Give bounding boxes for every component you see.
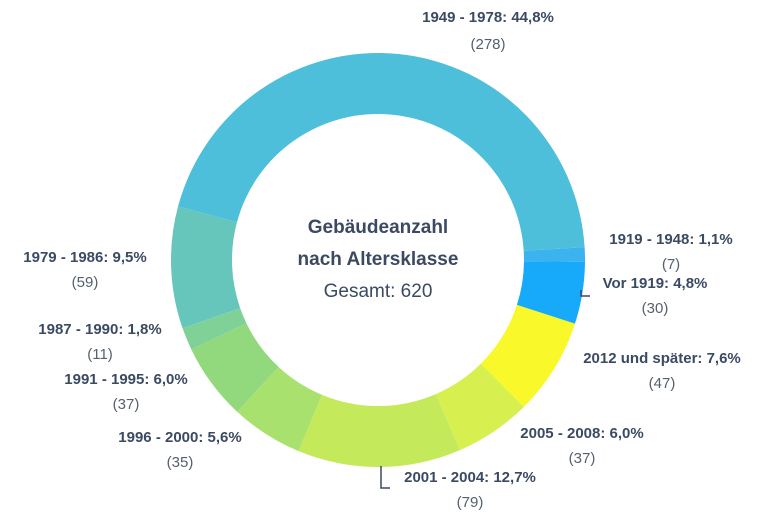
donut-segment [298, 394, 460, 467]
leader-line [380, 466, 390, 489]
donut-segment [480, 304, 575, 407]
segment-count: (11) [87, 346, 113, 363]
segment-label: 1919 - 1948: 1,1% [609, 231, 732, 248]
center-subtitle: Gesamt: 620 [324, 281, 433, 302]
donut-segment [178, 53, 585, 251]
segment-count: (30) [642, 300, 669, 317]
donut-segment [237, 367, 323, 452]
donut-segment [182, 308, 247, 350]
segment-label: 2012 und später: 7,6% [583, 350, 741, 367]
segment-label: Vor 1919: 4,8% [603, 275, 708, 292]
donut-segment [191, 323, 279, 412]
center-title: nach Altersklasse [298, 249, 459, 270]
segment-count: (47) [649, 375, 676, 392]
donut-segment [435, 363, 524, 451]
segment-count: (37) [113, 396, 140, 413]
segment-label: 1991 - 1995: 6,0% [64, 371, 187, 388]
donut-segment [516, 261, 585, 324]
segment-count: (35) [167, 454, 194, 471]
donut-segment [523, 247, 585, 262]
segment-label: 1949 - 1978: 44,8% [422, 9, 554, 26]
segment-label: 1987 - 1990: 1,8% [38, 321, 161, 338]
segment-label: 2001 - 2004: 12,7% [404, 469, 536, 486]
segment-count: (79) [457, 494, 484, 511]
segment-count: (59) [72, 274, 99, 291]
segment-label: 1979 - 1986: 9,5% [23, 249, 146, 266]
center-title: Gebäudeanzahl [308, 217, 448, 238]
segment-count: (278) [470, 36, 505, 53]
leader-line [580, 290, 590, 297]
segment-label: 1996 - 2000: 5,6% [118, 429, 241, 446]
segment-count: (37) [569, 450, 596, 467]
segment-label: 2005 - 2008: 6,0% [520, 425, 643, 442]
segment-count: (7) [662, 256, 680, 273]
donut-segment [171, 206, 241, 329]
